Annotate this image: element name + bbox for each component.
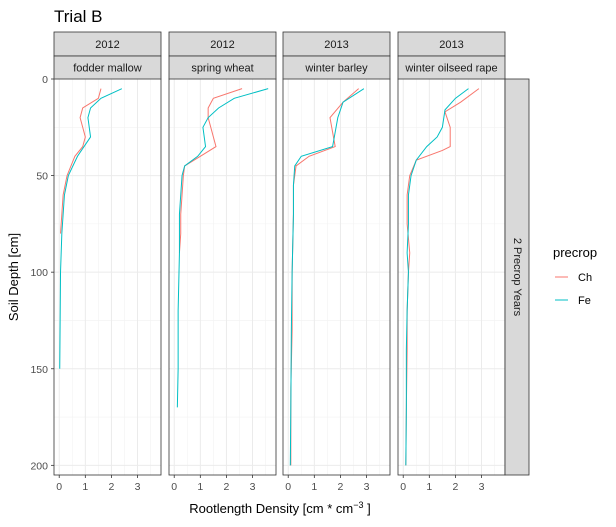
year-strip: [53, 31, 162, 57]
panel-3: 2013 winter barley: [282, 31, 391, 476]
crop-strip-label: winter oilseed rape: [404, 63, 497, 75]
panel-2: 2012 spring wheat: [168, 31, 277, 476]
x-tick-label: 2: [337, 481, 343, 493]
plot-background: [283, 79, 390, 475]
x-tick-label: 2: [108, 481, 114, 493]
x-axis-title: Rootlength Density [cm * cm−3 ]: [189, 500, 371, 516]
series-line-fe: [289, 88, 365, 466]
y-axis-title: Soil Depth [cm]: [6, 233, 21, 321]
year-strip-label: 2012: [210, 39, 234, 51]
crop-strip-label: winter barley: [304, 63, 368, 75]
y-tick-label: 0: [42, 74, 48, 86]
panel-1: 2012 fodder mallow: [53, 31, 162, 476]
series-line-fe: [176, 88, 269, 408]
x-axis-title-superscript: −3: [353, 500, 363, 510]
chart-title: Trial B: [54, 7, 103, 26]
year-strip: [282, 31, 391, 57]
plot-background: [169, 79, 276, 475]
year-strip-label: 2013: [324, 39, 348, 51]
x-tick-label: 0: [56, 481, 62, 493]
x-tick-label: 3: [250, 481, 256, 493]
row-strip: 2 Precrop Years: [504, 78, 530, 476]
y-tick-label: 150: [30, 364, 48, 376]
year-strip-label: 2013: [439, 39, 463, 51]
panel-border: [168, 78, 277, 476]
crop-strip-label: fodder mallow: [73, 63, 142, 75]
x-tick-label: 2: [452, 481, 458, 493]
x-axis: 0 1 2 3 0 1 2 3 0 1 2 3 0 1 2 3: [56, 475, 485, 493]
x-tick-label: 0: [171, 481, 177, 493]
x-tick-label: 3: [364, 481, 370, 493]
x-tick-label: 3: [479, 481, 485, 493]
series-line-ch: [178, 88, 243, 253]
gridlines: [169, 78, 276, 475]
series-line-fe: [59, 88, 123, 369]
x-tick-label: 3: [135, 481, 141, 493]
x-axis-title-text: Rootlength Density [cm * cm: [189, 501, 353, 516]
y-tick-label: 50: [36, 171, 48, 183]
plot-background: [398, 79, 505, 475]
x-tick-label: 0: [285, 481, 291, 493]
series-line-fe: [405, 88, 469, 466]
crop-strip-label: spring wheat: [191, 63, 253, 75]
series-line-ch: [290, 88, 360, 466]
gridlines: [283, 78, 390, 475]
x-tick-label: 2: [223, 481, 229, 493]
legend-label-ch: Ch: [578, 272, 592, 284]
row-strip-label: 2 Precrop Years: [511, 238, 523, 317]
x-axis-title-end: ]: [364, 501, 371, 516]
x-tick-label: 1: [311, 481, 317, 493]
legend-label-fe: Fe: [578, 295, 591, 307]
panel-border: [282, 78, 391, 476]
panels-layer: 2012 fodder mallow 2012 spring wheat 2013 win…: [53, 31, 506, 476]
x-tick-label: 0: [400, 481, 406, 493]
year-strip-label: 2012: [95, 39, 119, 51]
x-tick-label: 1: [426, 481, 432, 493]
x-tick-label: 1: [197, 481, 203, 493]
y-axis: 0 50 100 150 200: [30, 74, 54, 472]
panel-border: [53, 78, 162, 476]
year-strip: [397, 31, 506, 57]
legend: precrop Ch Fe: [553, 245, 597, 309]
year-strip: [168, 31, 277, 57]
row-strip-box: [504, 78, 530, 476]
y-tick-label: 200: [30, 460, 48, 472]
plot-background: [54, 79, 161, 475]
x-tick-label: 1: [82, 481, 88, 493]
panel-4: 2013 winter oilseed rape: [397, 31, 506, 476]
legend-title: precrop: [553, 245, 597, 260]
y-tick-label: 100: [30, 267, 48, 279]
series-line-ch: [60, 88, 102, 234]
